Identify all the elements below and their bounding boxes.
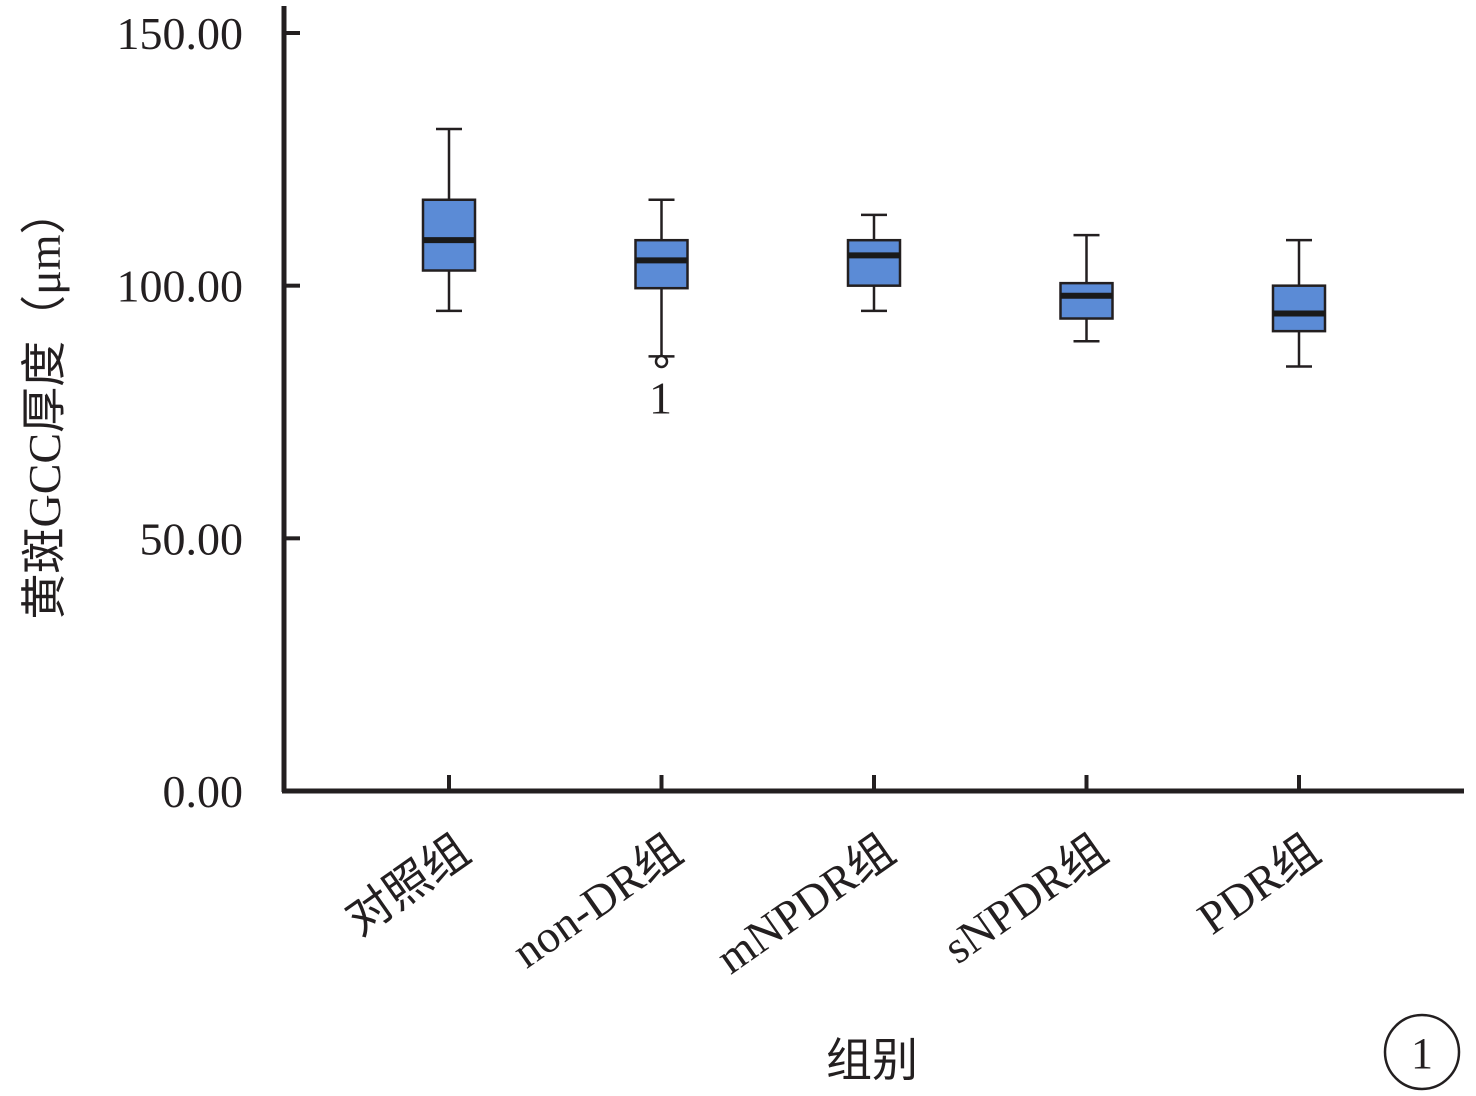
outlier-label: 1 — [649, 372, 672, 423]
y-axis-title: 黄斑GCC厚度（μm） — [19, 188, 70, 619]
figure-number-badge: 1 — [1383, 1013, 1461, 1091]
y-ticks: 0.00 50.00 100.00 150.00 — [117, 8, 300, 817]
x-category-label: PDR组 — [1189, 824, 1329, 943]
x-category-label: sNPDR组 — [934, 824, 1116, 973]
y-tick-label: 50.00 — [140, 513, 244, 564]
box-iqr — [421, 198, 477, 272]
x-ticks: 对照组 non-DR组 mNPDR组 sNPDR组 PDR组 — [336, 775, 1329, 983]
y-tick-label: 150.00 — [117, 8, 244, 59]
box-iqr — [634, 238, 689, 290]
figure-number: 1 — [1411, 1029, 1433, 1078]
box-iqr — [1059, 281, 1114, 320]
y-tick-label: 100.00 — [117, 261, 244, 312]
axes — [281, 6, 1464, 794]
box — [1059, 233, 1114, 343]
y-tick-label: 0.00 — [163, 766, 244, 817]
x-category-label: mNPDR组 — [707, 824, 904, 983]
x-category-label: non-DR组 — [503, 824, 691, 977]
x-axis-title: 组别 — [826, 1035, 918, 1086]
box — [1271, 238, 1327, 368]
box-iqr — [1271, 284, 1327, 333]
boxes — [421, 127, 1327, 368]
figure-number-circle — [1383, 1013, 1461, 1091]
box — [846, 213, 902, 313]
box — [421, 127, 477, 313]
box — [634, 198, 689, 358]
x-category-label: 对照组 — [336, 824, 478, 945]
outliers: 1 — [649, 354, 672, 423]
box-iqr — [846, 238, 902, 287]
outlier-point — [654, 354, 669, 369]
